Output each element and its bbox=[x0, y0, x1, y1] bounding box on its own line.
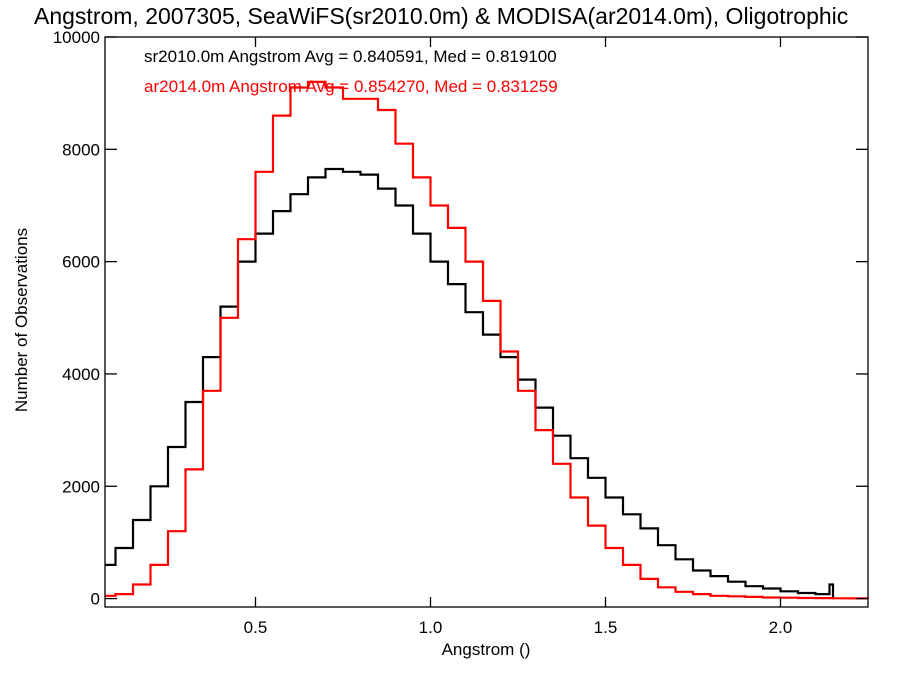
y-tick-label: 8000 bbox=[62, 140, 100, 159]
x-tick-label: 1.5 bbox=[594, 618, 618, 637]
series-line-0 bbox=[105, 167, 835, 599]
axis-layer: 0.5 1.0 1.5 2.0 0 2000 4000 6000 8000 10000 bbox=[53, 28, 868, 637]
series-line-1 bbox=[105, 80, 870, 600]
x-tick-label: 2.0 bbox=[769, 618, 793, 637]
plot-frame bbox=[104, 36, 869, 608]
y-tick-label: 2000 bbox=[62, 477, 100, 496]
y-tick-label: 0 bbox=[91, 590, 100, 609]
y-axis-label: Number of Observations bbox=[12, 228, 31, 412]
x-tick-label: 0.5 bbox=[244, 618, 268, 637]
chart-title: Angstrom, 2007305, SeaWiFS(sr2010.0m) & … bbox=[34, 3, 848, 29]
x-tick-label: 1.0 bbox=[419, 618, 443, 637]
y-tick-label: 6000 bbox=[62, 253, 100, 272]
y-tick-label: 10000 bbox=[53, 28, 100, 47]
legend-entry-red: ar2014.0m Angstrom Avg = 0.854270, Med =… bbox=[144, 77, 558, 96]
x-axis-label: Angstrom () bbox=[442, 640, 531, 659]
y-tick-label: 4000 bbox=[62, 365, 100, 384]
legend-entry-black: sr2010.0m Angstrom Avg = 0.840591, Med =… bbox=[144, 47, 557, 66]
series-layer bbox=[105, 80, 870, 600]
